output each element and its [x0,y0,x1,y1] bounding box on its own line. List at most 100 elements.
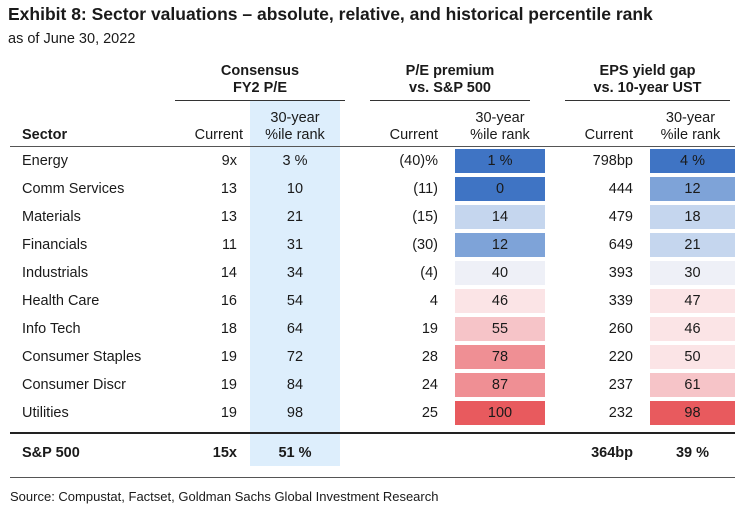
yield-rank: 4 % [650,149,735,173]
yield-rank: 50 [650,345,735,369]
col-header-yield-rank: 30-year %ile rank [648,110,733,144]
yield-rank: 18 [650,205,735,229]
col-header-prem-rank-line1: 30-year [475,110,525,126]
pe-current: 16 [220,293,237,309]
pe-rank: 54 [286,293,304,309]
pe-current: 14 [220,265,237,281]
premium-rank: 0 [455,177,545,201]
premium-rank: 14 [455,205,545,229]
yield-rank: 98 [650,401,735,425]
source-note: Source: Compustat, Factset, Goldman Sach… [10,489,439,504]
sector-name: Utilities [22,405,69,421]
group-header-yield: EPS yield gap vs. 10-year UST [565,63,730,97]
total-yield-rank: 39 % [675,445,710,461]
col-header-prem-rank-line2: %ile rank [470,127,530,143]
group-header-premium-line2: vs. S&P 500 [409,80,491,96]
premium-current: (4) [420,265,438,281]
pe-rank: 64 [286,321,304,337]
premium-current: (11) [413,181,438,197]
pe-rank: 72 [286,349,304,365]
pe-current: 11 [221,237,237,253]
premium-rank: 55 [455,317,545,341]
premium-rank: 46 [455,289,545,313]
table-row: Consumer Staples 19 72 28 78 220 50 [0,343,743,371]
pe-rank: 31 [286,237,304,253]
sector-name: Health Care [22,293,100,309]
yield-current: 798bp [592,153,633,169]
yield-rank: 46 [650,317,735,341]
sector-name: Industrials [22,265,89,281]
premium-current: 4 [429,293,438,309]
pe-current: 19 [220,377,237,393]
yield-current: 479 [608,209,633,225]
col-header-pe-current: Current [194,127,243,143]
col-header-pe-rank: 30-year %ile rank [250,110,340,144]
exhibit-subtitle: as of June 30, 2022 [8,31,136,47]
sector-name: Materials [22,209,81,225]
group-header-pe: Consensus FY2 P/E [175,63,345,97]
pe-rank: 3 % [282,153,308,169]
total-pe-rank: 51 % [278,445,312,461]
group-header-premium-line1: P/E premium [405,63,495,79]
yield-rank: 30 [650,261,735,285]
group-underline-yield [565,100,730,101]
premium-rank: 1 % [455,149,545,173]
premium-current: 28 [421,349,438,365]
yield-current: 232 [608,405,633,421]
col-header-yield-current: Current [584,127,633,143]
yield-current: 393 [608,265,633,281]
total-sector: S&P 500 [22,445,80,461]
pe-current: 19 [220,405,237,421]
table-row: Health Care 16 54 4 46 339 47 [0,287,743,315]
footer-rule [10,477,735,478]
table-row: Energy 9x 3 % (40)% 1 % 798bp 4 % [0,147,743,175]
premium-rank: 78 [455,345,545,369]
col-header-yield-rank-line2: %ile rank [660,127,721,143]
pe-current: 13 [220,181,237,197]
pe-rank: 84 [286,377,304,393]
pe-rank: 34 [286,265,304,281]
group-underline-pe [175,100,345,101]
yield-rank: 21 [650,233,735,257]
header-rule [10,146,735,147]
sector-name: Info Tech [22,321,81,337]
pe-rank: 98 [286,405,304,421]
yield-rank: 12 [650,177,735,201]
pe-rank: 10 [286,181,304,197]
pe-rank-highlight-band [250,100,340,466]
col-header-prem-rank: 30-year %ile rank [455,110,545,144]
table-row: Consumer Discr 19 84 24 87 237 61 [0,371,743,399]
sector-name: Consumer Discr [22,377,126,393]
pe-current: 18 [220,321,237,337]
premium-current: 19 [421,321,438,337]
col-header-yield-rank-line1: 30-year [665,110,716,126]
yield-current: 339 [608,293,633,309]
table-row: Materials 13 21 (15) 14 479 18 [0,203,743,231]
yield-current: 649 [608,237,633,253]
premium-rank: 12 [455,233,545,257]
col-header-pe-rank-line1: 30-year [270,110,320,126]
col-header-prem-current: Current [389,127,438,143]
yield-current: 220 [608,349,633,365]
table-row: Info Tech 18 64 19 55 260 46 [0,315,743,343]
premium-rank: 100 [455,401,545,425]
sector-name: Energy [22,153,68,169]
table-row: Financials 11 31 (30) 12 649 21 [0,231,743,259]
total-pe-current: 15x [212,445,237,461]
sector-name: Comm Services [22,181,125,197]
col-header-pe-rank-line2: %ile rank [265,127,325,143]
group-header-pe-line2: FY2 P/E [233,80,287,96]
pe-current: 19 [220,349,237,365]
premium-current: (40)% [399,153,438,169]
total-yield-current: 364bp [591,445,633,461]
premium-current: 24 [421,377,438,393]
sector-name: Financials [22,237,88,253]
table-row: Comm Services 13 10 (11) 0 444 12 [0,175,743,203]
table-row: Industrials 14 34 (4) 40 393 30 [0,259,743,287]
premium-rank: 40 [455,261,545,285]
group-header-pe-line1: Consensus [220,63,300,79]
premium-current: (15) [412,209,438,225]
group-header-yield-line1: EPS yield gap [599,63,696,79]
premium-rank: 87 [455,373,545,397]
pe-rank: 21 [286,209,304,225]
